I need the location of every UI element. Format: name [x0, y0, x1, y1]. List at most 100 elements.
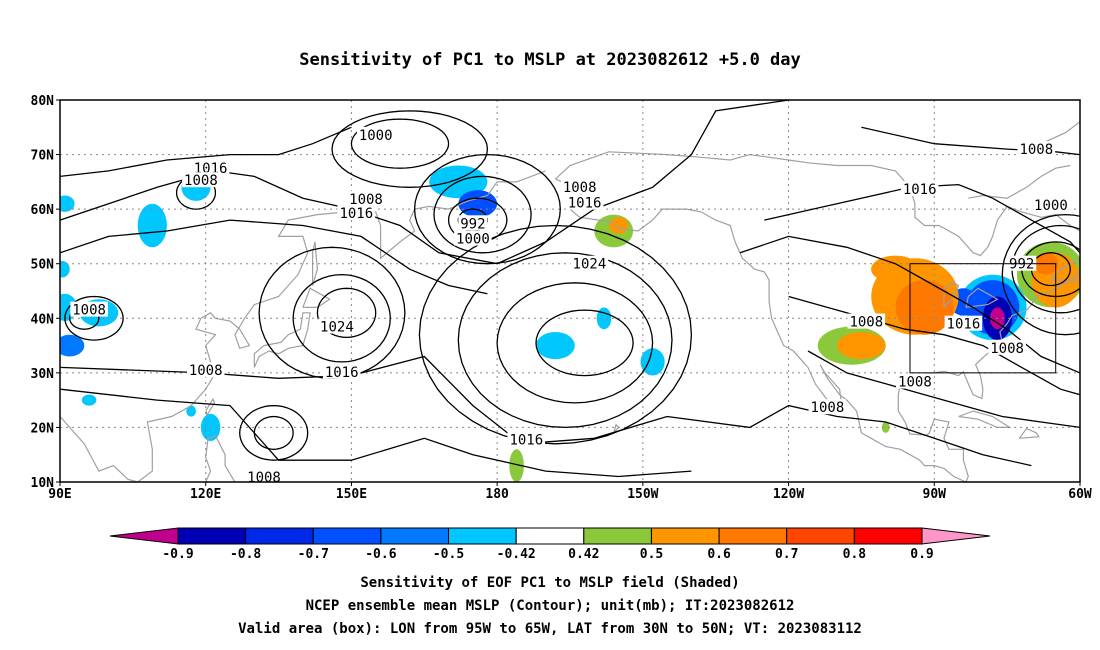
- colorbar-label: -0.42: [497, 547, 536, 562]
- isobar: [331, 110, 489, 188]
- isobar: [64, 295, 124, 341]
- colorbar-label: -0.8: [230, 547, 261, 562]
- plot-title: Sensitivity of PC1 to MSLP at 2023082612…: [299, 50, 801, 70]
- contour-label: 1008: [1019, 142, 1053, 158]
- colorbar-segment: [853, 527, 923, 545]
- lat-tick-label: 60N: [31, 203, 55, 218]
- contour-label: 1016: [568, 196, 602, 212]
- coastline: [205, 434, 236, 482]
- shading-blob: [60, 195, 75, 212]
- isobar: [739, 235, 1080, 374]
- contour-label-bg: [347, 190, 385, 206]
- contour-label: 1008: [349, 192, 383, 208]
- lon-tick-label: 150W: [627, 487, 658, 502]
- coastline: [965, 287, 999, 308]
- shading-blob: [608, 217, 629, 234]
- shading-blob: [837, 332, 886, 360]
- lat-tick-label: 80N: [31, 94, 55, 109]
- shading-blob: [60, 334, 85, 357]
- lon-tick-label: 150E: [336, 487, 367, 502]
- coastline: [205, 397, 216, 416]
- colorbar-segment: [380, 527, 449, 545]
- coastline: [1018, 427, 1040, 439]
- contour-label-bg: [944, 315, 983, 331]
- contour-label: 1016: [325, 365, 359, 381]
- contour-label: 1008: [811, 400, 845, 416]
- colorbar-max-arrow: [921, 527, 991, 545]
- shading-blob: [881, 421, 890, 433]
- caption-line-2: NCEP ensemble mean MSLP (Contour); unit(…: [305, 598, 795, 614]
- isobar: [60, 388, 692, 478]
- colorbar-segment: [177, 527, 247, 545]
- isobar: [807, 350, 1080, 429]
- shading-blob: [640, 348, 665, 376]
- lon-tick-labels: 90E 120E 150E 180 150W 120W 90W 60W: [48, 482, 1092, 502]
- colorbar-label: -0.5: [433, 547, 464, 562]
- isobar: [447, 197, 508, 243]
- map-frame: [59, 99, 1081, 483]
- contour-label: 1000: [359, 128, 393, 144]
- coastline: [1040, 121, 1080, 145]
- isobar: [861, 126, 1080, 156]
- contour-label-bg: [458, 215, 488, 231]
- lat-tick-label: 70N: [31, 149, 55, 164]
- shading-blob: [536, 332, 575, 360]
- colorbar-min-arrow: [109, 527, 179, 545]
- lat-tick-label: 20N: [31, 421, 55, 436]
- contour-label: 1008: [898, 375, 932, 391]
- contour-label: 1016: [903, 182, 937, 198]
- contour-label: 1008: [189, 363, 223, 379]
- lon-tick-label: 60W: [1068, 487, 1092, 502]
- lon-tick-label: 120W: [773, 487, 804, 502]
- colorbar-segment: [448, 527, 517, 545]
- lon-tick-label: 90E: [48, 487, 71, 502]
- contour-label-bg: [454, 230, 492, 246]
- contour-label-bg: [507, 431, 546, 447]
- isobar: [60, 126, 352, 178]
- colorbar-segment: [312, 527, 382, 545]
- shading-blob: [186, 405, 197, 417]
- contour-label-bg: [1017, 141, 1056, 157]
- colorbar-label: 0.9: [910, 547, 933, 562]
- contour-label-bg: [896, 373, 934, 389]
- contour-label: 1008: [247, 470, 281, 486]
- coastline: [554, 151, 1080, 257]
- contour-label: 1016: [947, 317, 981, 333]
- coastline: [302, 287, 331, 308]
- contour-label-bg: [847, 313, 886, 329]
- lat-tick-label: 30N: [31, 367, 55, 382]
- contour-label: 1008: [849, 315, 883, 331]
- coastline: [1050, 257, 1080, 281]
- shading-blob: [596, 307, 612, 330]
- colorbar: -0.9 -0.8 -0.7 -0.6 -0.5 -0.42 0.42 0.5 0.6 0.7 0.…: [109, 527, 991, 562]
- contour-label-bg: [245, 469, 283, 485]
- valid-area-box: [909, 263, 1057, 374]
- contour-label-bg: [356, 126, 395, 142]
- lat-tick-label: 10N: [31, 476, 55, 491]
- contour-label-bg: [322, 363, 361, 379]
- isobar: [788, 295, 1080, 396]
- contour-label-bg: [318, 318, 356, 334]
- coastline: [555, 178, 967, 482]
- colorbar-label: 0.42: [568, 547, 599, 562]
- coastline: [968, 164, 1071, 199]
- shading-blob: [458, 190, 498, 218]
- contour-label: 1008: [990, 341, 1024, 357]
- contour-label-bg: [70, 301, 108, 317]
- colorbar-segment: [583, 527, 652, 545]
- contour-label-bg: [182, 172, 220, 188]
- contour-label: 992: [460, 216, 485, 232]
- caption-line-3: Valid area (box): LON from 95W to 65W, L…: [238, 621, 862, 637]
- contour-label-bg: [191, 160, 230, 176]
- isobar: [496, 282, 654, 404]
- coastlines: [60, 121, 1080, 482]
- contour-label-bg: [186, 362, 225, 378]
- shading-blob: [81, 394, 97, 406]
- colorbar-label: -0.7: [298, 547, 329, 562]
- isobar: [764, 183, 1080, 254]
- colorbar-segment: [245, 527, 314, 545]
- contour-label-bg: [900, 181, 939, 196]
- contour-label: 1008: [72, 303, 106, 319]
- contour-label: 1024: [573, 257, 607, 273]
- isobar: [292, 273, 391, 363]
